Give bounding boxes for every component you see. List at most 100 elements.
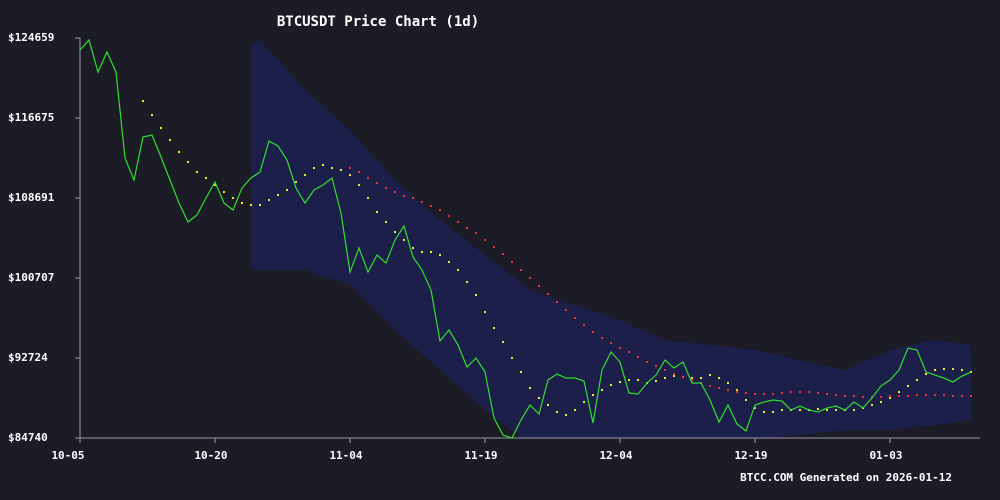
- ma-dot: [798, 390, 802, 394]
- ma-dot: [303, 173, 307, 177]
- ma-dot: [906, 394, 910, 398]
- x-tick-label: 10-05: [51, 449, 84, 462]
- ma-dot: [402, 238, 406, 242]
- x-tick-label: 12-19: [734, 449, 767, 462]
- ma-dot: [960, 368, 964, 372]
- ma-dot: [159, 126, 163, 130]
- ma-dot: [591, 393, 595, 397]
- ma-dot: [663, 368, 667, 372]
- ma-dot: [402, 194, 406, 198]
- ma-dot: [825, 392, 829, 396]
- ma-dot: [906, 384, 910, 388]
- ma-dot: [420, 250, 424, 254]
- ma-dot: [771, 392, 775, 396]
- ma-dot: [384, 220, 388, 224]
- x-tick-label: 11-19: [464, 449, 497, 462]
- y-tick-label: $116675: [8, 111, 54, 124]
- ma-dot: [465, 280, 469, 284]
- ma-dot: [888, 396, 892, 400]
- ma-dot: [537, 396, 541, 400]
- ma-dot: [924, 372, 928, 376]
- ma-dot: [573, 316, 577, 320]
- ma-dot: [375, 210, 379, 214]
- ma-dot: [771, 410, 775, 414]
- ma-dot: [375, 181, 379, 185]
- ma-dot: [816, 407, 820, 411]
- ma-dot: [195, 170, 199, 174]
- ma-dot: [915, 393, 919, 397]
- ma-dot: [933, 368, 937, 372]
- ma-dot: [717, 386, 721, 390]
- ma-dot: [339, 168, 343, 172]
- ma-dot: [717, 376, 721, 380]
- ma-dot: [753, 392, 757, 396]
- ma-dot: [240, 201, 244, 205]
- y-tick-label: $100707: [8, 271, 54, 284]
- ma-dot: [627, 378, 631, 382]
- ma-dot: [591, 330, 595, 334]
- ma-dot: [501, 340, 505, 344]
- ma-dot: [546, 403, 550, 407]
- ma-dot: [708, 373, 712, 377]
- ma-dot: [897, 390, 901, 394]
- ma-dot: [645, 360, 649, 364]
- ma-dot: [483, 310, 487, 314]
- ma-dot: [420, 200, 424, 204]
- y-tick-label: $108691: [8, 191, 55, 204]
- ma-dot: [384, 186, 388, 190]
- ma-dot: [249, 203, 253, 207]
- ma-dot: [204, 176, 208, 180]
- ma-dot: [519, 370, 523, 374]
- ma-dot: [141, 99, 145, 103]
- ma-dot: [231, 196, 235, 200]
- ma-dot: [186, 160, 190, 164]
- y-tick-label: $84740: [8, 431, 48, 444]
- ma-dot: [726, 388, 730, 392]
- ma-dot: [519, 268, 523, 272]
- y-tick-label: $124659: [8, 31, 54, 44]
- ma-dot: [609, 341, 613, 345]
- ma-dot: [555, 410, 559, 414]
- ma-dot: [699, 376, 703, 380]
- x-tick-label: 11-04: [329, 449, 362, 462]
- ma-dot: [528, 386, 532, 390]
- ma-dot: [582, 400, 586, 404]
- ma-dot: [555, 300, 559, 304]
- ma-dot: [312, 166, 316, 170]
- ma-dot: [294, 180, 298, 184]
- ma-dot: [636, 378, 640, 382]
- price-line: [79, 38, 972, 439]
- ma-dot: [861, 395, 865, 399]
- ma-dot: [447, 214, 451, 218]
- ma-dot: [357, 183, 361, 187]
- ma-dot: [672, 374, 676, 378]
- ma-dot: [951, 394, 955, 398]
- ma-dot: [222, 190, 226, 194]
- ma-dot: [330, 166, 334, 170]
- ma-dot: [357, 170, 361, 174]
- ma-dot: [492, 326, 496, 330]
- ma-dot: [429, 250, 433, 254]
- ma-dot: [501, 252, 505, 256]
- ma-dot: [924, 393, 928, 397]
- ma-dot: [888, 394, 892, 398]
- ma-dot: [870, 403, 874, 407]
- ma-dot: [807, 390, 811, 394]
- ma-dot: [780, 408, 784, 412]
- ma-dot: [798, 408, 802, 412]
- ma-dot: [564, 308, 568, 312]
- ma-dot: [321, 163, 325, 167]
- ma-dot: [654, 379, 658, 383]
- ma-dot: [447, 260, 451, 264]
- x-tick-label: 01-03: [869, 449, 902, 462]
- ma-dot: [708, 384, 712, 388]
- ma-dot: [510, 356, 514, 360]
- ma-dot: [816, 391, 820, 395]
- ma-dot: [762, 392, 766, 396]
- x-tick-label: 12-04: [599, 449, 632, 462]
- ma-dot: [168, 138, 172, 142]
- ma-dot: [744, 398, 748, 402]
- ma-dot: [366, 176, 370, 180]
